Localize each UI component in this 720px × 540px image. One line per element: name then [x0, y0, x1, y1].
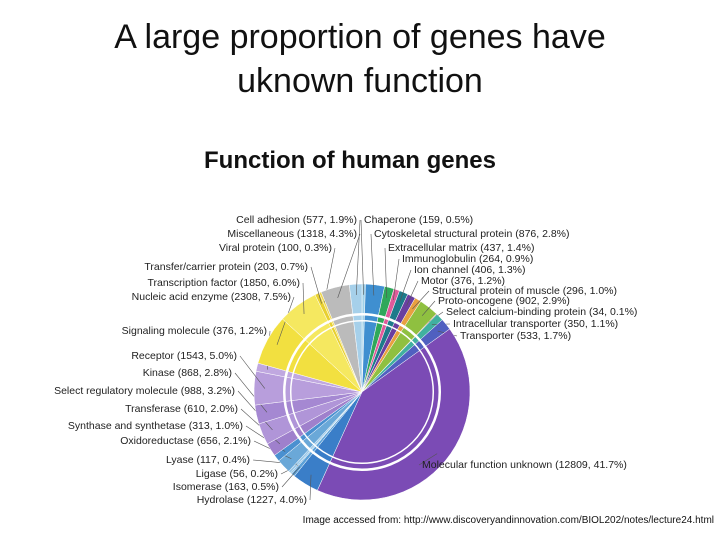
leader-line	[360, 219, 364, 295]
leader-line	[309, 474, 312, 501]
slice-label: Kinase (868, 2.8%)	[143, 367, 232, 379]
slice-label: Extracellular matrix (437, 1.4%)	[388, 242, 534, 254]
slice-label: Ligase (56, 0.2%)	[196, 468, 278, 480]
leader-line	[393, 258, 400, 301]
slice-label: Motor (376, 1.2%)	[421, 275, 505, 287]
inner-ring	[282, 312, 442, 472]
slice-label: Hydrolase (1227, 4.0%)	[197, 494, 307, 506]
leader-line	[337, 233, 361, 298]
slice-label: Miscellaneous (1318, 4.3%)	[227, 228, 357, 240]
leader-line	[370, 233, 375, 296]
slice-label: Signaling molecule (376, 1.2%)	[122, 325, 267, 337]
leader-line	[399, 269, 412, 303]
slice-label: Nucleic acid enzyme (2308, 7.5%)	[132, 291, 291, 303]
leader-line	[234, 372, 268, 413]
slice-label: Synthase and synthetase (313, 1.0%)	[68, 420, 243, 432]
slice-label: Oxidoreductase (656, 2.1%)	[120, 435, 251, 447]
leader-line	[418, 453, 438, 466]
slice-label: Intracellular transporter (350, 1.1%)	[453, 318, 618, 330]
leader-line	[281, 466, 301, 488]
slice-label: Immunoglobulin (264, 0.9%)	[402, 253, 533, 265]
slice-label: Cell adhesion (577, 1.9%)	[236, 214, 357, 226]
slice-label: Proto-oncogene (902, 2.9%)	[438, 295, 570, 307]
slice-label: Transfer/carrier protein (203, 0.7%)	[144, 261, 308, 273]
slice-label: Structural protein of muscle (296, 1.0%)	[432, 285, 617, 297]
slice-label: Select regulatory molecule (988, 3.2%)	[54, 385, 235, 397]
slide-title: A large proportion of genes have uknown f…	[114, 18, 605, 100]
pie-slice	[349, 283, 363, 393]
slice-label: Transferase (610, 2.0%)	[125, 403, 238, 415]
slice-label: Viral protein (100, 0.3%)	[219, 242, 332, 254]
leader-line	[302, 282, 305, 314]
slice-label: Transcription factor (1850, 6.0%)	[147, 277, 300, 289]
footnote: Image accessed from: http://www.discover…	[303, 515, 714, 526]
slice-label: Ion channel (406, 1.3%)	[414, 264, 526, 276]
leader-line	[237, 390, 273, 431]
slice-label: Isomerase (163, 0.5%)	[173, 481, 279, 493]
slice-label: Molecular function unknown (12809, 41.7%…	[422, 459, 627, 471]
slice-label: Receptor (1543, 5.0%)	[131, 350, 237, 362]
slice-label: Lyase (117, 0.4%)	[166, 454, 250, 466]
leader-line	[239, 355, 266, 389]
slice-label: Cytoskeletal structural protein (876, 2.…	[374, 228, 570, 240]
leader-line	[406, 280, 419, 306]
slice-label: Chaperone (159, 0.5%)	[364, 214, 473, 226]
slice-label: Select calcium-binding protein (34, 0.1%…	[446, 306, 637, 318]
leader-line	[412, 290, 430, 310]
leader-line	[355, 219, 361, 295]
leader-line	[421, 300, 436, 316]
inner-ring	[289, 319, 435, 465]
leader-line	[384, 247, 387, 298]
chart-title: Function of human genes	[204, 147, 496, 174]
slice-label: Transporter (533, 1.7%)	[460, 330, 571, 342]
leader-line	[310, 266, 322, 304]
